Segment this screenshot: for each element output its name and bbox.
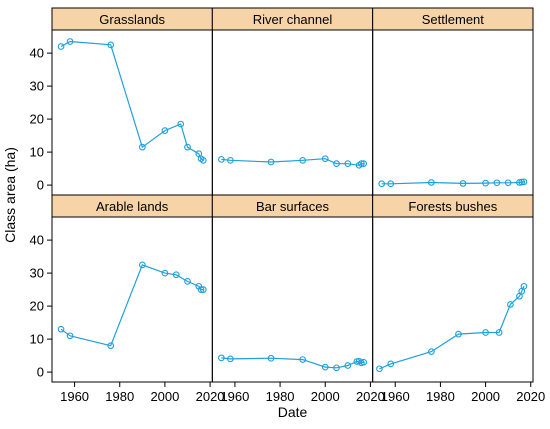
panel-title: Settlement bbox=[422, 12, 485, 27]
panel-forests-bushes: Forests bushes bbox=[372, 194, 534, 383]
x-axis-label: Date bbox=[278, 404, 308, 420]
panel-frame bbox=[372, 216, 534, 383]
y-tick-label: 30 bbox=[30, 266, 44, 281]
panel-arable-lands: Arable lands bbox=[51, 194, 213, 383]
data-point-bar-surfaces-10 bbox=[360, 358, 367, 366]
series-line-settlement bbox=[381, 181, 525, 185]
data-point-arable-lands-0 bbox=[57, 325, 65, 333]
y-tick-label: 40 bbox=[30, 46, 44, 61]
panel-bar-surfaces: Bar surfaces bbox=[211, 194, 374, 383]
data-point-grasslands-0 bbox=[57, 43, 65, 50]
data-point-river-channel-8 bbox=[358, 160, 365, 167]
y-tick-label: 20 bbox=[30, 299, 44, 314]
data-point-settlement-1 bbox=[387, 180, 395, 188]
data-point-river-channel-9 bbox=[360, 160, 367, 167]
data-point-forests-bushes-9 bbox=[520, 282, 528, 290]
data-point-settlement-4 bbox=[482, 179, 489, 187]
data-point-forests-bushes-0 bbox=[376, 365, 383, 373]
panel-frame bbox=[51, 216, 213, 383]
data-point-arable-lands-4 bbox=[161, 269, 169, 277]
data-point-forests-bushes-2 bbox=[428, 348, 435, 355]
x-tick-label: 2020 bbox=[356, 389, 385, 404]
x-tick-label: 2000 bbox=[311, 389, 340, 404]
data-point-grasslands-3 bbox=[138, 143, 146, 151]
data-point-bar-surfaces-1 bbox=[227, 355, 234, 363]
data-point-arable-lands-2 bbox=[107, 342, 115, 350]
data-point-settlement-0 bbox=[378, 180, 386, 188]
data-point-river-channel-2 bbox=[267, 158, 275, 166]
data-point-river-channel-1 bbox=[227, 157, 234, 164]
data-point-forests-bushes-6 bbox=[507, 301, 514, 308]
y-tick-label: 0 bbox=[37, 365, 44, 380]
data-point-river-channel-0 bbox=[218, 156, 225, 163]
panel-settlement: Settlement bbox=[372, 7, 534, 196]
data-point-settlement-9 bbox=[520, 178, 528, 186]
panel-grasslands: Grasslands bbox=[51, 7, 213, 196]
y-tick-label: 10 bbox=[30, 145, 44, 160]
data-point-forests-bushes-1 bbox=[387, 360, 395, 368]
panel-river-channel: River channel bbox=[211, 7, 374, 196]
data-point-arable-lands-8 bbox=[197, 286, 205, 293]
panel-title: River channel bbox=[253, 12, 333, 27]
data-point-river-channel-5 bbox=[333, 160, 340, 167]
series-line-forests-bushes bbox=[379, 286, 525, 370]
data-point-forests-bushes-3 bbox=[455, 330, 462, 338]
y-tick-label: 40 bbox=[30, 233, 44, 248]
y-tick-label: 0 bbox=[37, 178, 44, 193]
data-point-settlement-2 bbox=[428, 179, 435, 186]
panel-title: Arable lands bbox=[96, 199, 169, 214]
panel-title: Forests bushes bbox=[408, 199, 497, 214]
data-point-grasslands-1 bbox=[66, 38, 74, 45]
data-point-bar-surfaces-6 bbox=[344, 362, 352, 369]
data-point-bar-surfaces-5 bbox=[333, 364, 340, 372]
data-point-grasslands-6 bbox=[184, 143, 191, 151]
x-tick-label: 1960 bbox=[60, 389, 89, 404]
data-point-river-channel-6 bbox=[344, 160, 352, 167]
data-point-river-channel-4 bbox=[321, 155, 329, 163]
panel-frame bbox=[211, 29, 374, 196]
data-point-forests-bushes-4 bbox=[482, 329, 489, 336]
data-point-bar-surfaces-2 bbox=[267, 354, 275, 362]
data-point-forests-bushes-5 bbox=[495, 329, 503, 336]
y-tick-label: 10 bbox=[30, 332, 44, 347]
y-axis-label: Class area (ha) bbox=[2, 147, 18, 243]
data-point-grasslands-2 bbox=[107, 41, 115, 49]
data-point-arable-lands-9 bbox=[199, 286, 207, 293]
x-tick-label: 1980 bbox=[426, 389, 455, 404]
x-tick-label: 1980 bbox=[105, 389, 134, 404]
data-point-arable-lands-5 bbox=[172, 271, 180, 279]
y-tick-label: 20 bbox=[30, 112, 44, 127]
x-tick-label: 1960 bbox=[381, 389, 410, 404]
x-tick-label: 2020 bbox=[196, 389, 225, 404]
data-point-bar-surfaces-0 bbox=[218, 354, 225, 362]
y-tick-label: 30 bbox=[30, 79, 44, 94]
x-tick-label: 2000 bbox=[471, 389, 500, 404]
data-point-grasslands-4 bbox=[161, 127, 169, 134]
x-tick-label: 1960 bbox=[220, 389, 249, 404]
data-point-grasslands-5 bbox=[177, 120, 185, 128]
data-point-arable-lands-6 bbox=[184, 278, 191, 285]
series-line-arable-lands bbox=[60, 264, 204, 347]
data-point-settlement-6 bbox=[504, 179, 512, 187]
panel-title: Grasslands bbox=[99, 12, 165, 27]
data-point-settlement-3 bbox=[459, 180, 467, 187]
data-point-grasslands-9 bbox=[199, 157, 207, 164]
x-tick-label: 2000 bbox=[150, 389, 179, 404]
data-point-river-channel-3 bbox=[299, 157, 307, 164]
series-line-grasslands bbox=[60, 40, 204, 161]
data-point-bar-surfaces-4 bbox=[321, 363, 329, 371]
series-line-bar-surfaces bbox=[221, 357, 364, 369]
panel-title: Bar surfaces bbox=[256, 199, 329, 214]
data-point-bar-surfaces-3 bbox=[299, 356, 307, 363]
data-point-arable-lands-1 bbox=[66, 332, 74, 340]
x-tick-label: 2020 bbox=[516, 389, 545, 404]
x-tick-label: 1980 bbox=[266, 389, 295, 404]
data-point-arable-lands-3 bbox=[138, 261, 146, 269]
panel-frame bbox=[372, 29, 534, 196]
data-point-settlement-5 bbox=[493, 179, 501, 187]
panel-frame bbox=[211, 216, 374, 383]
series-line-river-channel bbox=[221, 158, 364, 166]
